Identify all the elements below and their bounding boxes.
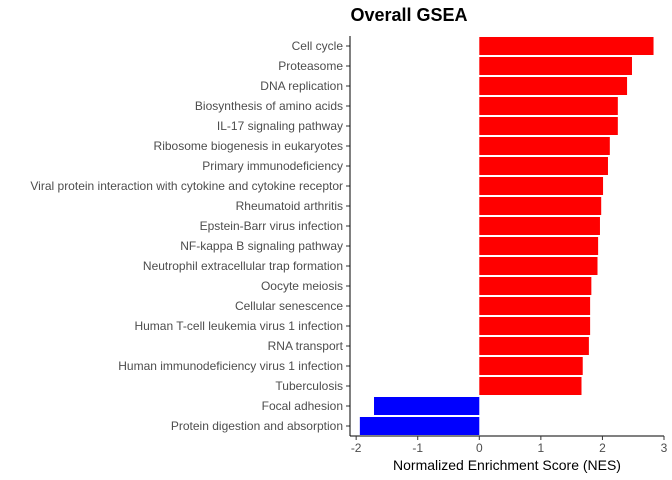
category-labels: Cell cycle Proteasome DNA replication Biosy… — [30, 39, 350, 433]
category-label: Oocyte meiosis — [261, 279, 343, 293]
bar — [479, 317, 591, 335]
bar — [479, 97, 618, 115]
bar — [479, 237, 599, 255]
x-tick-label: 2 — [599, 441, 606, 455]
x-tick-label: 1 — [538, 441, 545, 455]
x-axis-ticks: -2 -1 0 1 2 3 — [351, 436, 668, 455]
bar — [479, 377, 582, 395]
bar — [479, 77, 628, 95]
category-label: Focal adhesion — [262, 399, 343, 413]
bar — [479, 297, 591, 315]
x-axis-title: Normalized Enrichment Score (NES) — [393, 457, 621, 473]
category-label: Primary immunodeficiency — [202, 159, 343, 173]
category-label: Neutrophil extracellular trap formation — [143, 259, 343, 273]
x-tick-label: -2 — [351, 441, 362, 455]
bar — [479, 337, 589, 355]
bar — [479, 137, 610, 155]
bar — [479, 157, 608, 175]
bar — [479, 117, 618, 135]
x-tick-label: -1 — [412, 441, 423, 455]
chart-title: Overall GSEA — [350, 5, 468, 25]
category-label: Human immunodeficiency virus 1 infection — [118, 359, 343, 373]
bar — [479, 217, 600, 235]
category-label: Epstein-Barr virus infection — [200, 219, 343, 233]
category-label: Cellular senescence — [235, 299, 343, 313]
category-label: Protein digestion and absorption — [171, 419, 343, 433]
category-label: Human T-cell leukemia virus 1 infection — [134, 319, 343, 333]
category-label: Biosynthesis of amino acids — [195, 99, 343, 113]
category-label: Ribosome biogenesis in eukaryotes — [154, 139, 343, 153]
category-label: Proteasome — [278, 59, 343, 73]
x-tick-label: 3 — [661, 441, 668, 455]
category-label: Cell cycle — [292, 39, 344, 53]
category-label: RNA transport — [268, 339, 344, 353]
category-label: IL-17 signaling pathway — [217, 119, 343, 133]
bar — [479, 257, 598, 275]
bars-group — [359, 37, 654, 435]
bar — [479, 57, 632, 75]
category-label: NF-kappa B signaling pathway — [180, 239, 343, 253]
category-label: Viral protein interaction with cytokine … — [30, 179, 343, 193]
x-tick-label: 0 — [476, 441, 483, 455]
category-label: Rheumatoid arthritis — [236, 199, 343, 213]
bar — [479, 277, 592, 295]
bar — [479, 177, 604, 195]
bar — [359, 417, 480, 435]
bar — [374, 397, 480, 415]
bar — [479, 357, 583, 375]
category-label: Tuberculosis — [275, 379, 343, 393]
bar — [479, 37, 654, 55]
bar — [479, 197, 602, 215]
category-label: DNA replication — [260, 79, 343, 93]
